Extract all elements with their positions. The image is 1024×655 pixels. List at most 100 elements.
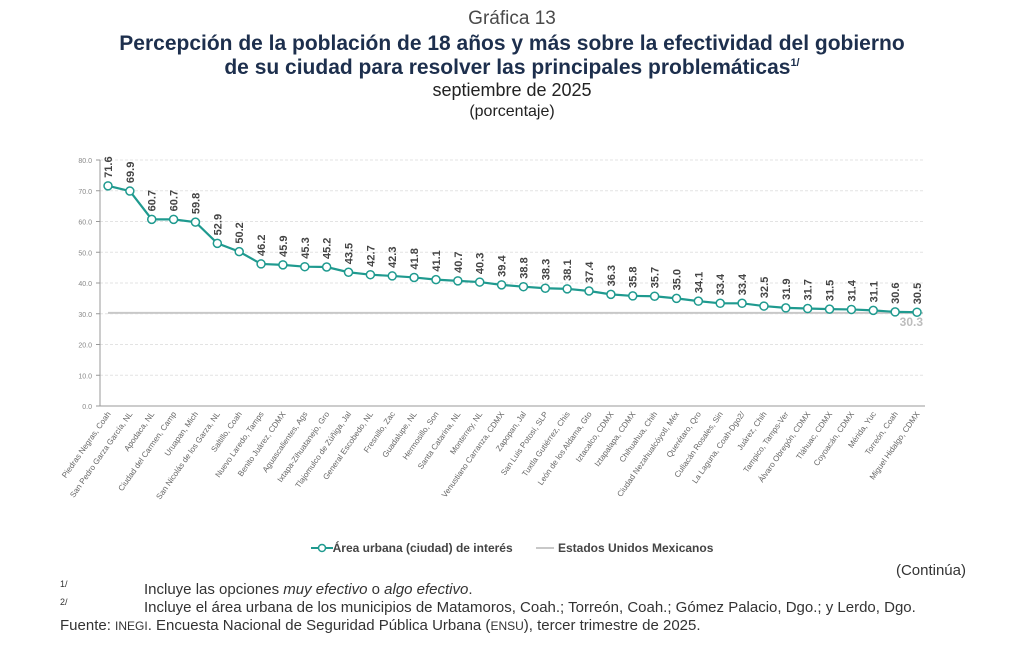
source-text-b: ), tercer trimestre de 2025. [523, 617, 701, 634]
data-point [781, 303, 791, 313]
data-label: 60.7 [169, 190, 181, 211]
data-point [802, 303, 813, 314]
data-label: 33.4 [737, 273, 749, 295]
national-value-label: 30.3 [900, 315, 924, 329]
chart-title-line2: de su ciudad para resolver las principal… [0, 56, 1024, 80]
data-point [212, 238, 223, 249]
data-point [409, 272, 419, 283]
data-point [256, 259, 266, 269]
data-label: 60.7 [147, 190, 159, 211]
data-point [278, 260, 288, 270]
data-label: 39.4 [497, 255, 509, 277]
data-label: 31.4 [846, 279, 858, 301]
data-label: 35.0 [671, 269, 683, 290]
data-label: 41.1 [431, 250, 443, 271]
data-label: 45.3 [300, 237, 312, 258]
data-label: 38.8 [518, 257, 530, 278]
data-point [474, 277, 485, 287]
source-label: Fuente: [60, 617, 111, 634]
data-point [431, 274, 441, 285]
data-label: 59.8 [190, 193, 202, 214]
footnote-1-mark: 1/ [60, 579, 68, 589]
chart-title-line2-text: de su ciudad para resolver las principal… [224, 56, 791, 79]
data-point [540, 283, 551, 293]
footnote-1-post: . [468, 581, 473, 598]
data-point [125, 186, 135, 196]
data-point [343, 267, 354, 277]
series-line [107, 184, 918, 314]
data-label: 37.4 [584, 261, 596, 283]
legend-line-marker-icon [310, 543, 333, 553]
data-point [103, 181, 113, 191]
data-point [824, 304, 835, 314]
y-tick-label: 0.0 [82, 404, 92, 411]
data-point [146, 214, 157, 225]
data-point [846, 304, 857, 315]
data-label: 41.8 [409, 248, 421, 269]
gridlines [100, 159, 925, 376]
data-label: 31.1 [868, 281, 880, 302]
data-point [890, 307, 900, 317]
legend: Área urbana (ciudad) de interés Estados … [0, 541, 1024, 556]
data-label: 31.7 [803, 279, 815, 300]
data-label: 40.7 [453, 251, 465, 272]
data-point [584, 286, 594, 296]
footnote-mark: 1/ [790, 57, 800, 69]
data-point [496, 280, 507, 290]
footnote-2-mark: 2/ [60, 597, 68, 607]
footnote-2-text: Incluye el área urbana de los municipios… [144, 599, 916, 616]
chart-number: Gráfica 13 [468, 8, 556, 29]
y-tick-label: 50.0 [78, 250, 92, 257]
reference-line: 30.3 [108, 311, 924, 329]
data-point [365, 269, 376, 280]
data-point [562, 284, 572, 294]
legend-item-national: Estados Unidos Mexicanos [536, 541, 713, 555]
data-point [168, 214, 179, 225]
data-point [300, 261, 310, 272]
data-point [759, 301, 769, 311]
data-label: 45.9 [278, 235, 290, 256]
data-label: 36.3 [606, 265, 618, 286]
data-point [693, 296, 704, 306]
data-label: 46.2 [256, 235, 268, 256]
data-label: 31.5 [825, 280, 837, 301]
chart-title-line1: Percepción de la población de 18 años y … [119, 32, 905, 55]
legend-item-city: Área urbana (ciudad) de interés [310, 541, 513, 555]
data-point [387, 271, 397, 281]
data-label: 34.1 [693, 272, 705, 293]
footnote-1-em2: algo efectivo [384, 581, 469, 598]
data-label: 35.7 [650, 267, 662, 288]
data-point [715, 298, 725, 309]
continued-note: (Continúa) [895, 562, 966, 579]
data-point [190, 217, 201, 227]
data-point [628, 291, 638, 301]
y-tick-label: 60.0 [78, 220, 92, 227]
data-point [453, 276, 463, 286]
data-label: 35.8 [628, 266, 640, 287]
source-text-a: . Encuesta Nacional de Seguridad Pública… [147, 617, 491, 634]
data-label: 38.3 [540, 259, 552, 280]
data-label: 71.6 [103, 156, 115, 177]
data-points [103, 181, 922, 317]
data-label: 52.9 [212, 214, 224, 235]
footnote-1-em1: muy efectivo [283, 581, 368, 598]
data-label: 30.5 [912, 283, 924, 304]
data-label: 38.1 [562, 259, 574, 280]
y-tick-label: 80.0 [78, 158, 92, 165]
data-label: 33.4 [715, 273, 727, 295]
y-tick-label: 20.0 [78, 343, 92, 350]
data-label: 40.3 [475, 253, 487, 274]
footnote-1-text: Incluye las opciones [144, 581, 284, 598]
data-point [518, 281, 529, 292]
data-label: 45.2 [322, 238, 334, 259]
data-point [912, 307, 922, 317]
data-label: 43.5 [344, 243, 356, 264]
city-series-line [107, 184, 918, 314]
line-chart: 0.0 10.0 20.0 30.0 40.0 50.0 60.0 70.0 80.0 Pied… [60, 156, 925, 501]
source-abbr: ENSU [490, 619, 524, 633]
y-tick-label: 30.0 [78, 312, 92, 319]
data-point [234, 246, 244, 257]
data-label: 42.3 [387, 247, 399, 268]
data-label: 50.2 [234, 222, 246, 243]
